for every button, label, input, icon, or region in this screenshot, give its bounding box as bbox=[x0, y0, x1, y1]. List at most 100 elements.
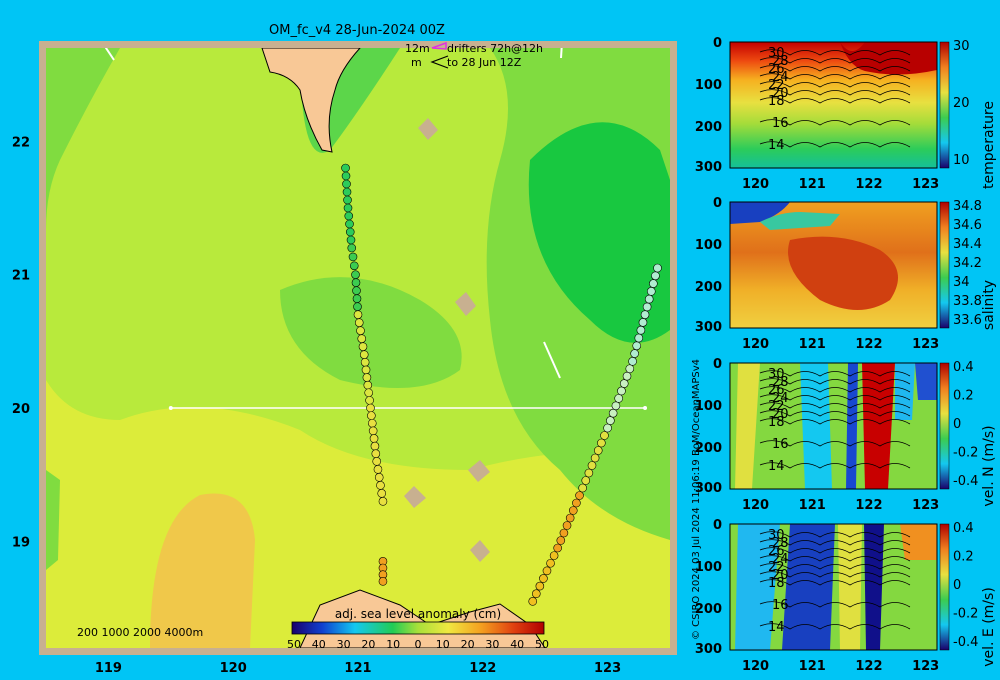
isotherm-label: 20 bbox=[772, 568, 789, 583]
drifter-point bbox=[358, 342, 368, 351]
drifter-point bbox=[636, 325, 646, 335]
drifter-point bbox=[341, 171, 351, 181]
drifter-point bbox=[638, 318, 648, 327]
colorbar-label: adj. sea level anomaly (cm) bbox=[335, 607, 501, 621]
drifter-point bbox=[343, 203, 353, 213]
drifter-point bbox=[634, 333, 644, 343]
current-arrow-3 bbox=[560, 48, 563, 59]
bathy-legend: 200 1000 2000 4000m bbox=[77, 626, 203, 639]
panel-depth-tick: 200 bbox=[695, 602, 722, 617]
panel-depth-tick: 300 bbox=[695, 642, 722, 657]
drifter-point bbox=[581, 476, 591, 485]
drifter-point bbox=[374, 473, 384, 482]
drifter-point bbox=[562, 521, 572, 530]
panel-lon-tick: 122 bbox=[855, 337, 882, 352]
isotherm-line bbox=[759, 462, 911, 469]
veln-band-4 bbox=[862, 363, 895, 489]
section-endpoint bbox=[168, 406, 173, 410]
panel-colorbar-tick: 34.2 bbox=[953, 256, 982, 271]
map-x-tick-label: 123 bbox=[594, 661, 621, 676]
drifter-point bbox=[644, 294, 654, 304]
isotherm-line bbox=[759, 97, 911, 104]
panel-depth-tick: 0 bbox=[713, 196, 722, 211]
colorbar-tick-label: 50 bbox=[535, 638, 549, 651]
drifter-point bbox=[345, 219, 354, 229]
drifter-point bbox=[565, 513, 575, 523]
panel-lon-tick: 123 bbox=[912, 337, 939, 352]
colorbar-tick-label: 10 bbox=[386, 638, 400, 651]
drifter-point bbox=[593, 446, 603, 455]
isotherm-label: 28 bbox=[772, 375, 789, 390]
drifter-point bbox=[366, 403, 375, 413]
panel-ylabel: salinity bbox=[981, 280, 997, 330]
drifter-point bbox=[354, 318, 364, 327]
isotherm-line bbox=[759, 119, 911, 126]
drifter-point bbox=[572, 498, 581, 508]
vele-band-5 bbox=[900, 524, 937, 560]
drifter-point bbox=[568, 506, 578, 515]
panel-depth-tick: 200 bbox=[695, 120, 722, 135]
drifter-legend-right-2: to 28 Jun 12Z bbox=[447, 56, 522, 69]
panel-depth-tick: 100 bbox=[695, 78, 722, 93]
drifter-point bbox=[611, 401, 621, 411]
drifter-point bbox=[539, 574, 548, 583]
panel-depth-tick: 300 bbox=[695, 160, 722, 175]
panel-lon-tick: 123 bbox=[912, 498, 939, 513]
drifter-point bbox=[653, 263, 662, 273]
colorbar-tick-label: 40 bbox=[510, 638, 524, 651]
drifter-point bbox=[364, 388, 373, 398]
drifter-point bbox=[587, 461, 597, 470]
drifter-point bbox=[370, 441, 380, 451]
section-line-layer bbox=[168, 406, 648, 410]
drifter-point bbox=[360, 357, 370, 367]
isotherm-label: 20 bbox=[772, 407, 789, 422]
vele-band-4 bbox=[864, 524, 884, 650]
isotherm-label: 24 bbox=[772, 391, 789, 406]
map-x-ticks: 119 120 121 122 123 bbox=[95, 661, 621, 676]
drifter-point bbox=[346, 235, 356, 245]
anomaly-east-low bbox=[528, 122, 670, 343]
drifter-legend-pink-icon bbox=[431, 41, 447, 50]
map-x-tick-label: 122 bbox=[469, 661, 496, 676]
land-taiwan bbox=[261, 48, 361, 153]
panel-depth-tick: 100 bbox=[695, 560, 722, 575]
vele-band-3 bbox=[838, 524, 862, 650]
drifter-legend-arrow-icon bbox=[430, 55, 449, 69]
salinity-surface-band bbox=[760, 212, 840, 230]
isotherm-line bbox=[759, 531, 911, 538]
panel-colorbar-tick: 10 bbox=[953, 153, 970, 168]
veln-band-5 bbox=[895, 363, 915, 420]
isotherm-label: 24 bbox=[772, 70, 789, 85]
drifter-point bbox=[546, 558, 555, 568]
drifter-point bbox=[368, 426, 378, 436]
drifter-point bbox=[367, 418, 377, 428]
drifter-point bbox=[619, 379, 629, 388]
isotherm-line bbox=[759, 394, 911, 401]
isotherm-label: 28 bbox=[772, 536, 789, 551]
panel-colorbar-tick: 0.2 bbox=[953, 389, 974, 404]
colorbar-tick-label: 10 bbox=[436, 638, 450, 651]
drifter-point bbox=[651, 271, 660, 281]
drifter-point bbox=[556, 536, 566, 545]
colorbar bbox=[291, 621, 545, 635]
panel-colorbar-tick: 34.6 bbox=[953, 218, 982, 233]
panel-depth-tick: 100 bbox=[695, 399, 722, 414]
panel-colorbar-tick: 0.4 bbox=[953, 360, 974, 375]
island-3 bbox=[468, 460, 490, 482]
panel-colorbar-tick: 34 bbox=[953, 275, 970, 290]
colorbar-tick-label: 0 bbox=[415, 638, 422, 651]
isotherm-line bbox=[759, 89, 911, 96]
panel-lon-tick: 121 bbox=[799, 498, 826, 513]
isotherm-line bbox=[759, 65, 911, 72]
drifter-point bbox=[535, 581, 545, 591]
panel-colorbar-tick: -0.2 bbox=[953, 446, 978, 461]
drifter-point bbox=[353, 302, 362, 311]
island-1 bbox=[418, 118, 438, 140]
current-arrow-1 bbox=[104, 48, 115, 61]
veln-band-1 bbox=[735, 363, 760, 489]
isotherm-line bbox=[759, 141, 911, 148]
isotherm-label: 20 bbox=[772, 86, 789, 101]
